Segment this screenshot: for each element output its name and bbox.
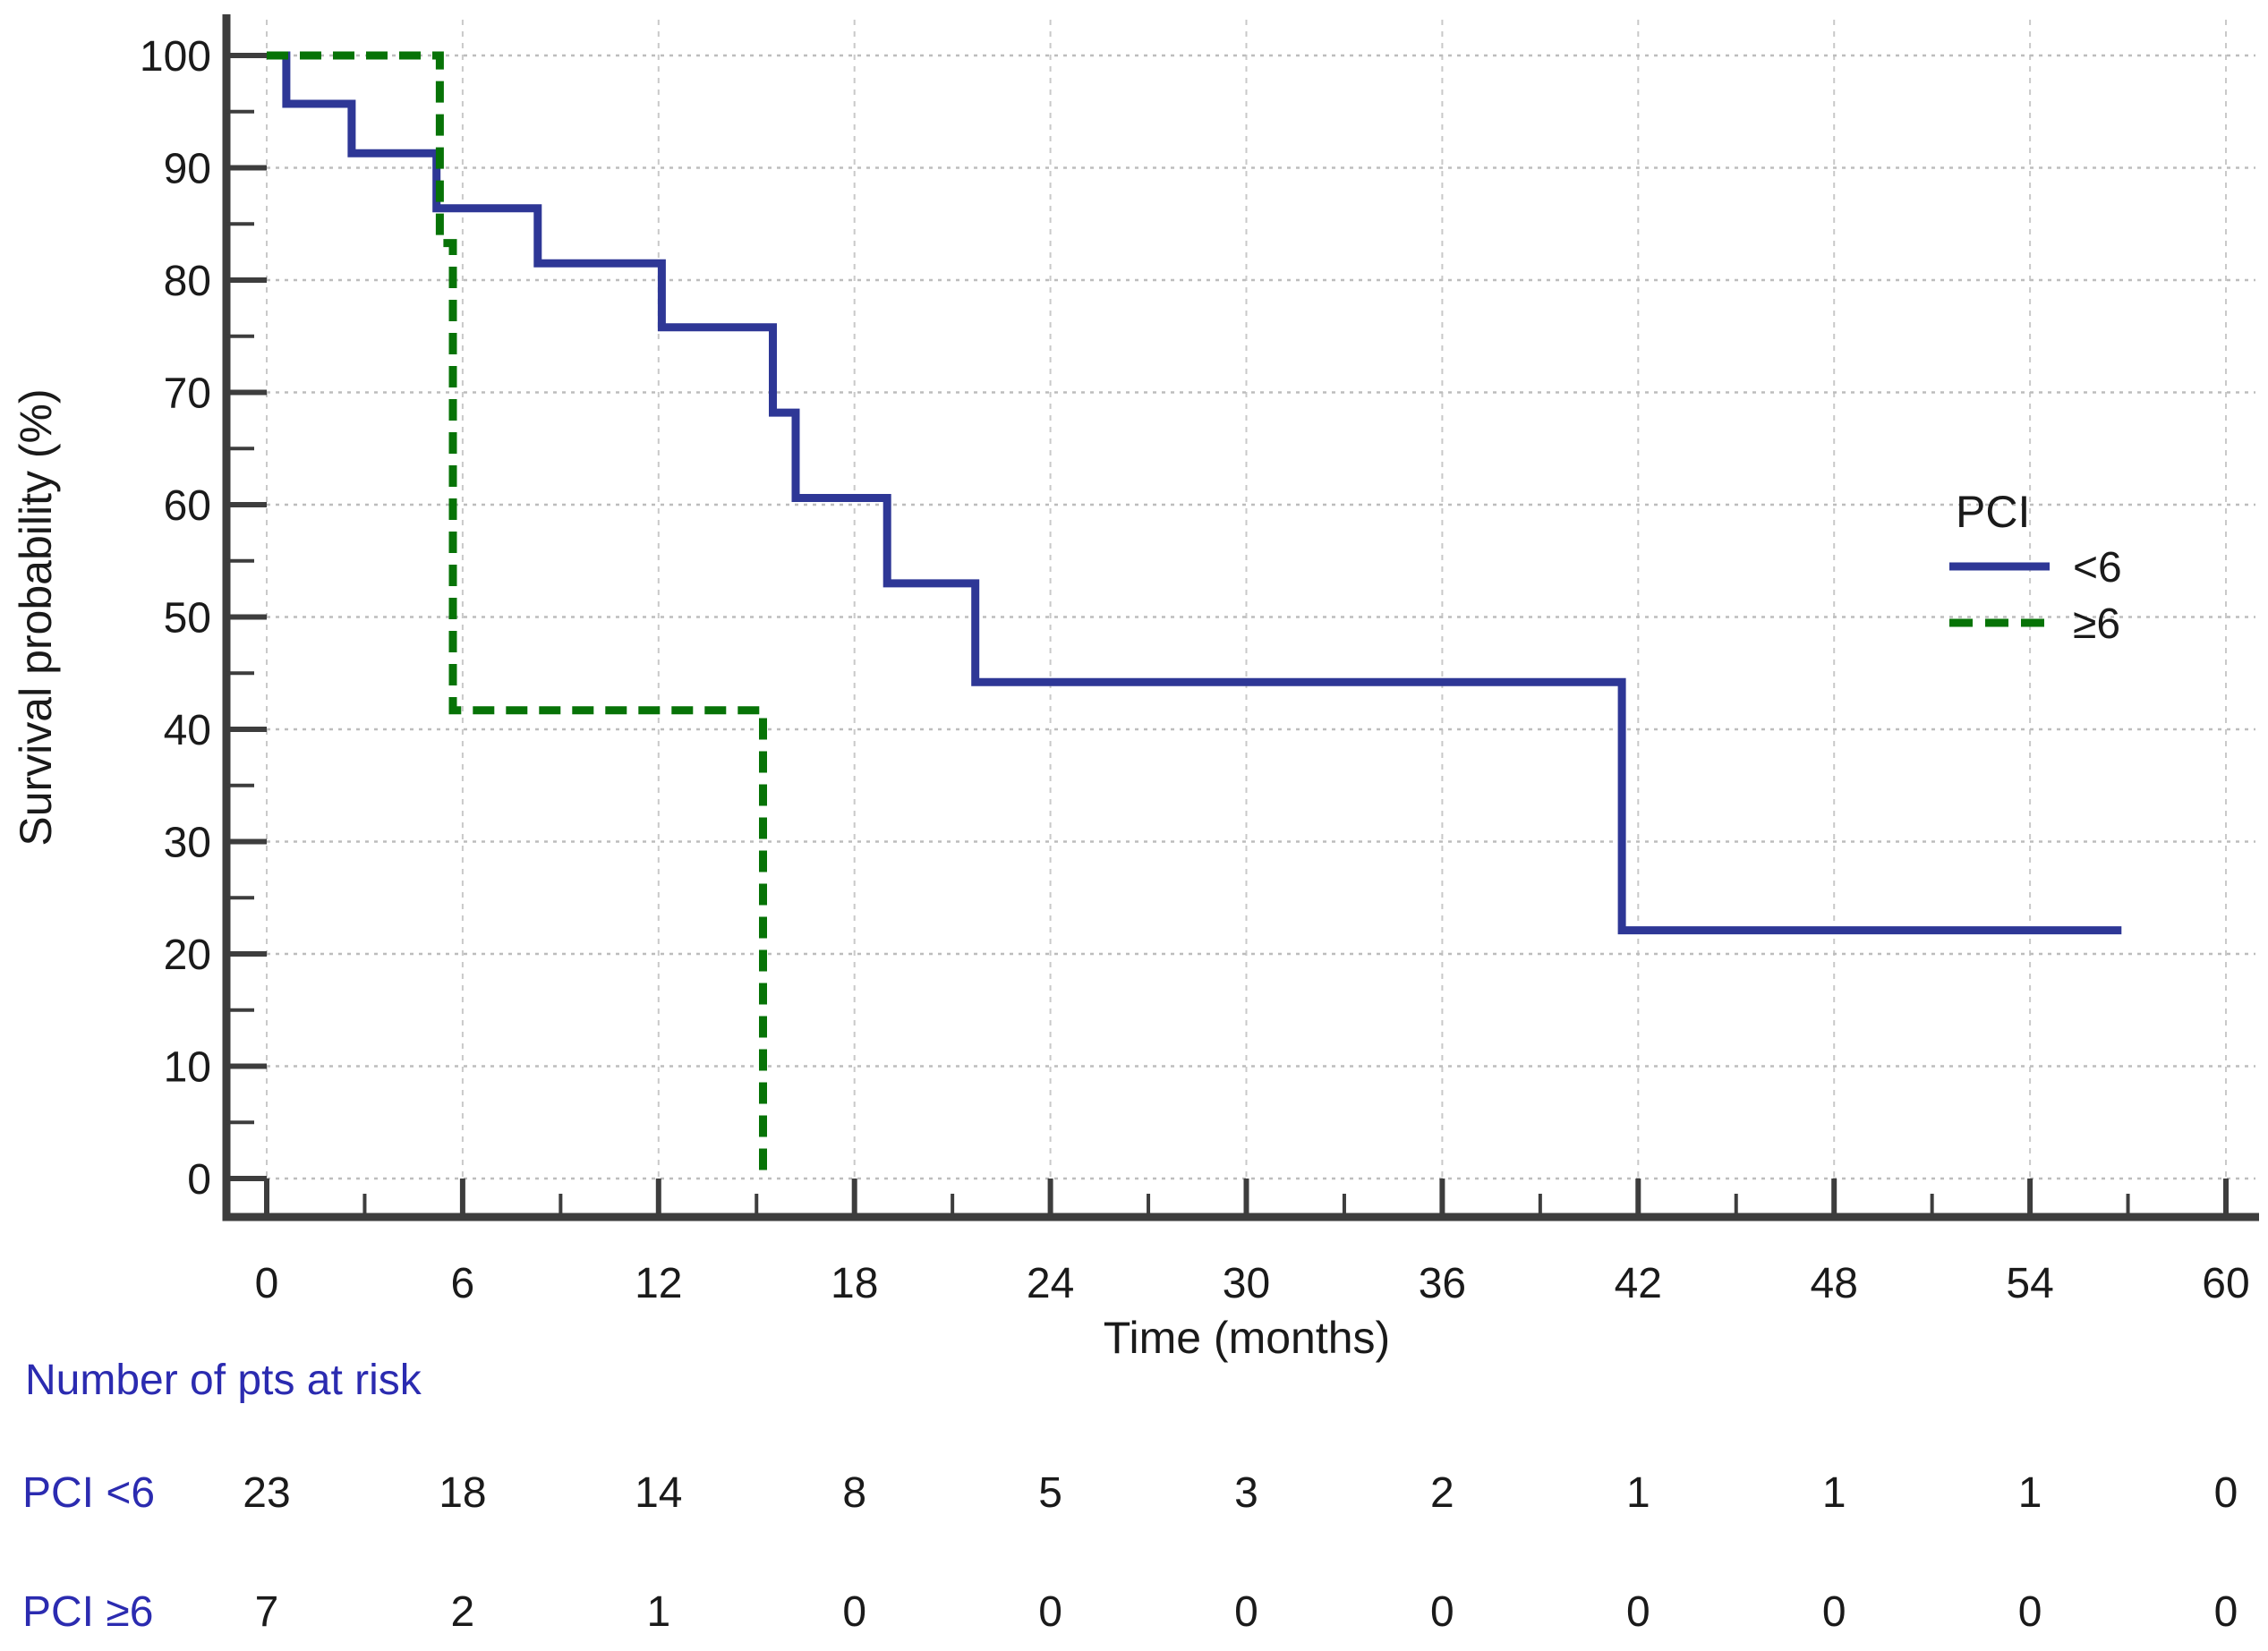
x-tick-label: 54 <box>2006 1260 2053 1307</box>
risk-count: 8 <box>842 1469 866 1517</box>
risk-count: 2 <box>451 1588 475 1636</box>
x-tick-label: 48 <box>1811 1260 1858 1307</box>
risk-count: 0 <box>1626 1588 1650 1636</box>
y-tick-label: 20 <box>164 932 211 979</box>
risk-count: 1 <box>646 1588 670 1636</box>
x-tick-label: 60 <box>2202 1260 2249 1307</box>
x-tick-label: 42 <box>1615 1260 1662 1307</box>
risk-count: 0 <box>1234 1588 1258 1636</box>
tick-layer <box>226 53 2229 1217</box>
km-curve-pci-lt6 <box>267 51 2122 935</box>
risk-count: 1 <box>1626 1469 1650 1517</box>
legend-title: PCI <box>1956 487 2030 537</box>
risk-count: 23 <box>243 1469 290 1517</box>
risk-count: 0 <box>2214 1469 2238 1517</box>
y-tick-label: 30 <box>164 820 211 867</box>
legend-label-lt6: <6 <box>2073 544 2122 591</box>
y-tick-label: 50 <box>164 595 211 643</box>
x-axis-title: Time (months) <box>1104 1313 1390 1363</box>
risk-count: 7 <box>255 1588 279 1636</box>
x-tick-label: 12 <box>635 1260 682 1307</box>
risk-row-label-lt6: PCI <6 <box>22 1469 155 1517</box>
risk-count: 0 <box>842 1588 866 1636</box>
x-tick-label: 0 <box>255 1260 279 1307</box>
x-tick-label: 6 <box>451 1260 475 1307</box>
risk-count: 5 <box>1038 1469 1062 1517</box>
risk-row-label-ge6: PCI ≥6 <box>22 1588 153 1636</box>
risk-count: 2 <box>1430 1469 1454 1517</box>
y-tick-label: 10 <box>164 1044 211 1092</box>
risk-count: 1 <box>1822 1469 1846 1517</box>
risk-count: 14 <box>635 1469 682 1517</box>
curve-layer <box>267 51 2122 1179</box>
x-tick-label: 24 <box>1027 1260 1074 1307</box>
risk-table-header: Number of pts at risk <box>25 1357 422 1404</box>
risk-count: 0 <box>2214 1588 2238 1636</box>
y-tick-label: 70 <box>164 370 211 418</box>
y-tick-label: 80 <box>164 258 211 305</box>
y-tick-label: 0 <box>187 1156 211 1204</box>
y-tick-label: 60 <box>164 482 211 530</box>
risk-count: 18 <box>439 1469 486 1517</box>
risk-count: 0 <box>1038 1588 1062 1636</box>
x-axis-line <box>222 1213 2259 1221</box>
y-axis-title: Survival probability (%) <box>11 388 61 846</box>
risk-count: 0 <box>1822 1588 1846 1636</box>
risk-table: Number of pts at risk PCI <6 PCI ≥6 <box>22 1357 422 1636</box>
legend-label-ge6: ≥6 <box>2073 600 2120 648</box>
x-tick-label: 18 <box>831 1260 878 1307</box>
risk-count: 0 <box>1430 1588 1454 1636</box>
y-tick-label: 90 <box>164 146 211 193</box>
risk-count: 1 <box>2018 1469 2042 1517</box>
y-tick-label: 40 <box>164 707 211 754</box>
risk-count: 0 <box>2018 1588 2042 1636</box>
risk-count: 3 <box>1234 1469 1258 1517</box>
legend: PCI <6 ≥6 <box>1949 487 2122 648</box>
x-tick-label: 30 <box>1223 1260 1270 1307</box>
x-tick-label: 36 <box>1419 1260 1466 1307</box>
grid-layer <box>266 20 2255 1217</box>
km-curve-pci-ge6 <box>267 51 767 1179</box>
y-tick-label: 100 <box>140 33 211 81</box>
